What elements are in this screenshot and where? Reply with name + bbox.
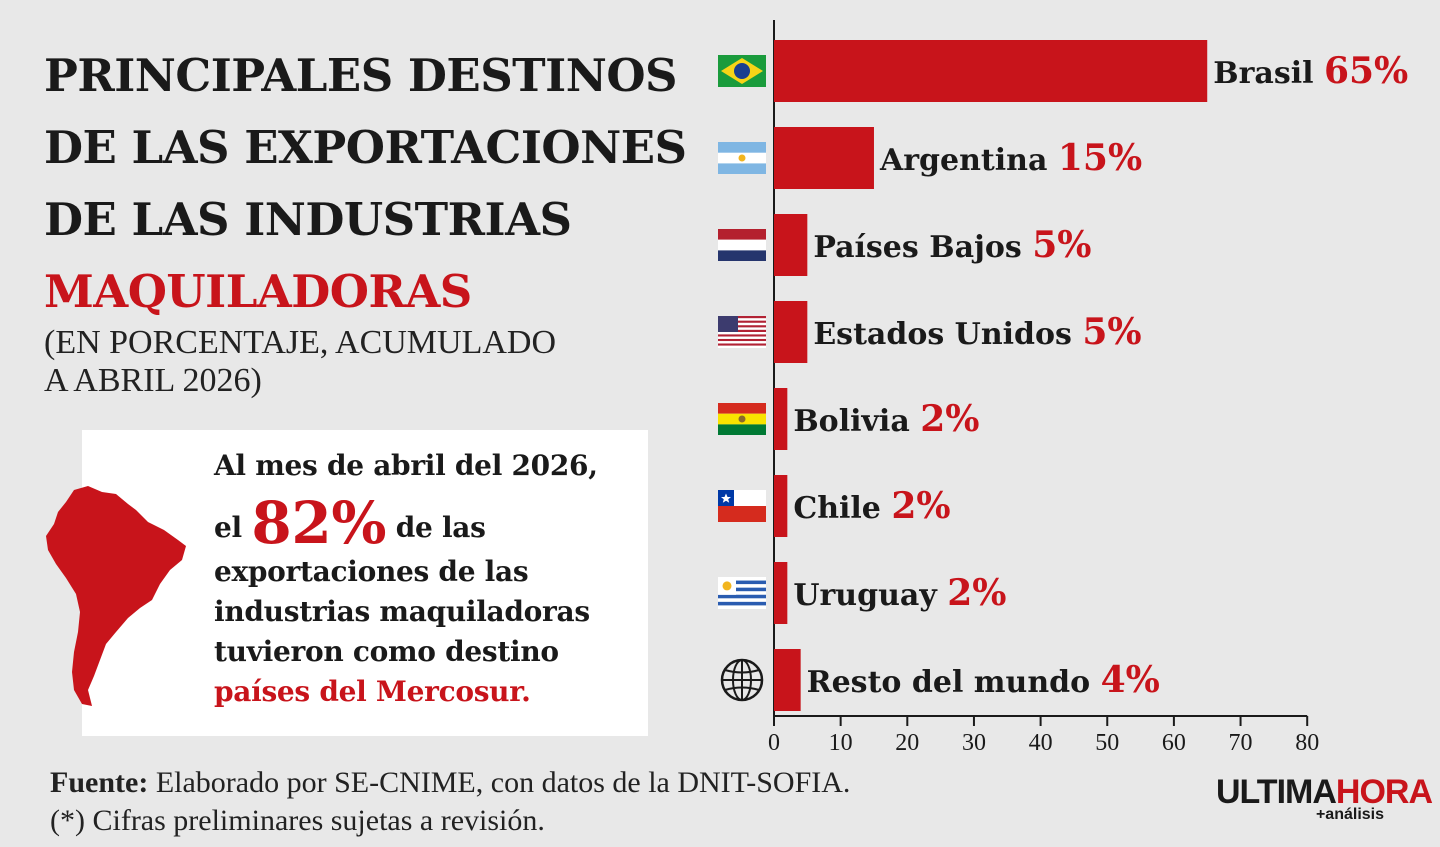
bar-1 [774,127,874,189]
callout-big-number: 82% [251,489,387,557]
value-label: 2% [947,572,1006,614]
footer-source-text: Elaborado por SE-CNIME, con datos de la … [148,766,851,799]
callout-line-3: exportaciones de las [214,555,529,588]
x-tick-label: 0 [768,730,780,756]
category-name: Estados Unidos [813,317,1082,352]
subtitle-line-1: (EN PORCENTAJE, ACUMULADO [44,324,557,361]
flag-usa-icon [718,316,766,348]
callout-line-4: industrias maquiladoras [214,595,590,628]
category-name: Países Bajos [813,230,1032,265]
category-name: Uruguay [793,578,947,613]
title-highlight: MAQUILADORAS [44,265,472,318]
category-name: Chile [793,491,891,526]
callout-line-1: Al mes de abril del 2026, [214,449,598,482]
callout-pre-big: el [214,511,252,544]
footer-note: (*) Cifras preliminares sujetas a revisi… [50,804,545,837]
category-label: Uruguay 2% [793,572,1006,614]
flag-chile-icon [718,490,766,522]
title-line-1: PRINCIPALES DESTINOS [44,49,678,102]
logo-brand: ULTIMAHORA [1216,772,1433,812]
value-label: 4% [1101,659,1160,701]
category-label: Bolivia 2% [793,398,979,440]
value-label: 5% [1032,224,1091,266]
value-label: 2% [891,485,950,527]
category-label: Argentina 15% [879,137,1142,179]
chart-title: PRINCIPALES DESTINOS DE LAS EXPORTACIONE… [44,40,724,328]
category-name: Brasil [1213,56,1324,91]
callout-line-5: tuvieron como destino [214,635,559,668]
x-tick-label: 40 [1029,730,1053,756]
flag-bolivia-icon [718,403,766,435]
bar-5 [774,475,788,537]
south-america-map-icon [46,486,186,706]
x-tick-label: 10 [829,730,853,756]
callout-box [82,430,648,736]
footer: Fuente: Elaborado por SE-CNIME, con dato… [50,764,1050,840]
bar-7 [774,649,801,711]
callout-text: Al mes de abril del 2026, el 82% de las … [214,446,644,712]
footer-source: Fuente: Elaborado por SE-CNIME, con dato… [50,764,1050,802]
bar-2 [774,214,808,276]
category-name: Argentina [879,143,1058,178]
flag-uruguay-icon [718,577,766,609]
bar-3 [774,301,808,363]
x-tick-label: 20 [895,730,919,756]
value-label: 2% [920,398,979,440]
logo-tag: +análisis [1315,806,1384,823]
x-tick-label: 70 [1229,730,1253,756]
x-tick-label: 60 [1162,730,1186,756]
value-label: 15% [1058,137,1142,179]
logo-part-1: ULTIMA [1216,773,1337,811]
chart-subtitle: (EN PORCENTAJE, ACUMULADO A ABRIL 2026) [44,324,604,400]
callout-line-2: el 82% de las [214,494,644,552]
category-name: Resto del mundo [807,665,1101,700]
subtitle-line-2: A ABRIL 2026) [44,362,262,399]
flag-argentina-icon [718,142,766,174]
category-label: Brasil 65% [1213,50,1408,92]
category-name: Bolivia [793,404,920,439]
bar-6 [774,562,788,624]
callout-post-big: de las [386,511,486,544]
value-label: 65% [1324,50,1408,92]
category-label: Resto del mundo 4% [807,659,1160,701]
globe-icon [720,658,764,702]
bar-chart: 0 10 20 30 40 50 60 70 80 Brasil 65% Argentina 15%… [718,20,1408,756]
flag-brazil-icon [718,55,766,87]
x-tick-label: 80 [1295,730,1319,756]
ultimahora-logo: ULTIMAHORA +análisis [1216,772,1433,842]
bar-4 [774,388,788,450]
bar-0 [774,40,1208,102]
logo-part-2: HORA [1335,773,1433,811]
x-tick-label: 50 [1095,730,1119,756]
category-label: Chile 2% [793,485,950,527]
title-line-3: DE LAS INDUSTRIAS [44,193,572,246]
title-line-2: DE LAS EXPORTACIONES [44,121,687,174]
footer-source-label: Fuente: [50,766,149,799]
category-label: Estados Unidos 5% [813,311,1141,353]
callout-highlight: países del Mercosur. [214,675,531,708]
category-label: Países Bajos 5% [813,224,1091,266]
value-label: 5% [1082,311,1141,353]
x-tick-label: 30 [962,730,986,756]
flag-netherlands-icon [718,229,766,261]
